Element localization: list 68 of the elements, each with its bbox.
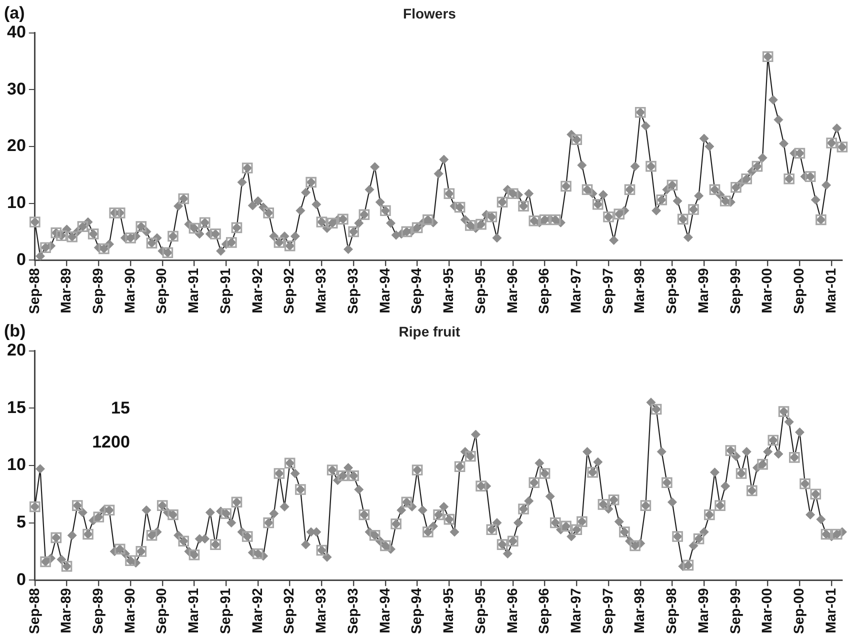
x-tick-label: Mar-00 (758, 588, 775, 634)
chart-title: Ripe fruit (398, 323, 461, 340)
x-tick-label: Mar-93 (312, 268, 329, 314)
x-tick-label: Mar-91 (185, 588, 202, 634)
y-tick-label: 40 (6, 22, 26, 42)
y-tick-label: 5 (16, 512, 26, 532)
y-tick-label: 10 (6, 455, 26, 474)
x-tick-label: Sep-91 (216, 268, 233, 314)
x-tick-label: Sep-93 (344, 268, 360, 314)
x-tick-label: Mar-95 (440, 268, 456, 314)
x-tick-label: Sep-94 (408, 268, 424, 314)
annotation: 15 (110, 398, 130, 418)
x-tick-label: Sep-88 (26, 268, 42, 314)
x-tick-label: Sep-93 (344, 588, 360, 634)
x-tick-label: Mar-93 (312, 588, 329, 634)
x-tick-label: Sep-00 (790, 588, 807, 634)
x-tick-label: Mar-98 (631, 588, 648, 634)
chart-title: Flowers (403, 5, 456, 22)
x-tick-label: Mar-96 (504, 268, 520, 314)
x-tick-label: Sep-95 (472, 268, 488, 314)
x-tick-label: Mar-99 (694, 588, 711, 634)
x-tick-label: Mar-01 (822, 588, 838, 634)
x-tick-label: Mar-90 (121, 268, 138, 314)
y-tick-label: 30 (6, 79, 26, 98)
y-tick-label: 20 (6, 340, 26, 360)
x-tick-label: Mar-91 (185, 268, 202, 314)
x-tick-label: Mar-92 (248, 588, 265, 634)
x-tick-label: Mar-01 (822, 268, 838, 314)
x-tick-label: Sep-89 (90, 268, 106, 314)
y-tick-label: 0 (16, 250, 26, 269)
y-tick-label: 15 (6, 398, 26, 417)
x-tick-label: Sep-97 (599, 268, 616, 314)
annotation: 1200 (92, 432, 130, 452)
y-tick-label: 20 (6, 136, 26, 156)
x-tick-label: Mar-92 (248, 268, 265, 314)
x-tick-label: Sep-89 (90, 588, 106, 634)
x-tick-label: Mar-94 (376, 588, 392, 634)
text: (a) (4, 4, 25, 23)
x-tick-label: Mar-95 (440, 588, 456, 634)
x-tick-label: Sep-92 (280, 588, 297, 634)
x-tick-label: Sep-88 (26, 588, 42, 634)
y-tick-label: 0 (16, 570, 26, 589)
x-tick-label: Sep-94 (408, 588, 424, 634)
x-tick-label: Sep-98 (663, 268, 680, 314)
x-tick-label: Sep-90 (153, 588, 170, 634)
x-tick-label: Sep-99 (726, 588, 743, 634)
x-tick-label: Mar-98 (631, 268, 648, 314)
y-tick-label: 10 (6, 192, 26, 212)
x-tick-label: Sep-96 (536, 588, 552, 634)
x-tick-label: Sep-99 (726, 268, 743, 314)
x-tick-label: Mar-97 (568, 588, 584, 634)
x-tick-label: Sep-92 (280, 268, 297, 314)
x-tick-label: Mar-89 (58, 588, 74, 634)
x-tick-label: Mar-97 (568, 268, 584, 314)
x-tick-label: Mar-94 (376, 268, 392, 314)
x-tick-label: Sep-91 (216, 588, 233, 634)
x-tick-label: Sep-96 (536, 268, 552, 314)
text: (b) (4, 322, 26, 341)
x-tick-label: Mar-99 (694, 268, 711, 314)
x-tick-label: Sep-90 (153, 268, 170, 314)
x-tick-label: Sep-98 (663, 588, 680, 634)
x-tick-label: Mar-89 (58, 268, 74, 314)
x-tick-label: Sep-95 (472, 588, 488, 634)
x-tick-label: Sep-00 (790, 268, 807, 314)
x-tick-label: Mar-00 (758, 268, 775, 314)
x-tick-label: Mar-90 (121, 588, 138, 634)
x-tick-label: Mar-96 (504, 588, 520, 634)
x-tick-label: Sep-97 (599, 588, 616, 634)
